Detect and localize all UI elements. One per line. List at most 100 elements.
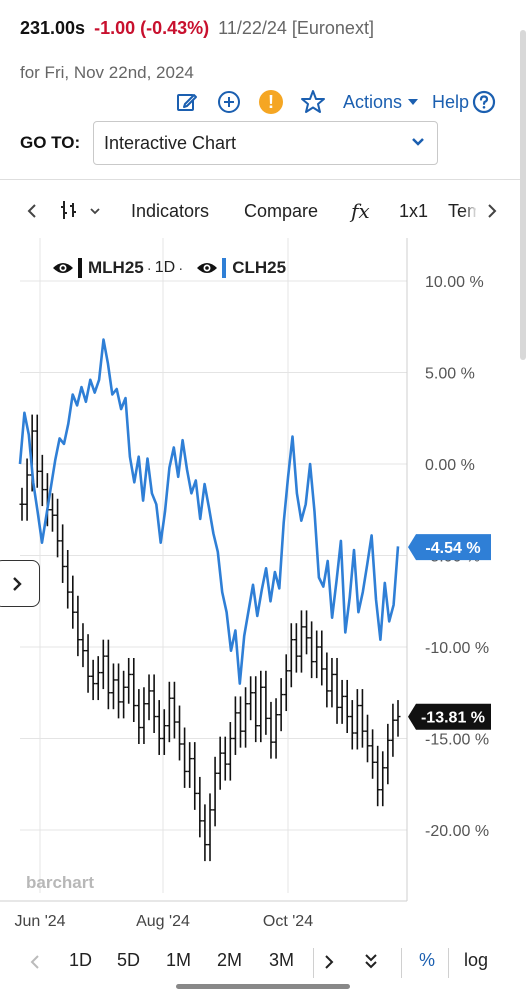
legend-interval: 1D — [154, 259, 176, 276]
ohlc-bar — [334, 657, 340, 724]
y-tick-label: 0.00 % — [425, 457, 475, 474]
goto-select[interactable]: Interactive Chart — [93, 121, 438, 165]
ohlc-bar — [24, 458, 30, 521]
ohlc-bar — [131, 657, 137, 723]
period-1d[interactable]: 1D — [69, 950, 93, 970]
plus-circle-icon[interactable] — [215, 89, 243, 115]
ohlc-bar — [359, 689, 365, 748]
ohlc-bar — [34, 414, 40, 488]
ohlc-bar — [344, 679, 350, 734]
help-label: Help — [431, 91, 469, 112]
ohlc-bar — [375, 745, 381, 807]
compare-button[interactable]: Compare — [244, 201, 319, 221]
templates-button[interactable]: Templ — [448, 201, 478, 221]
series-clh25 — [18, 338, 400, 685]
ohlc-bar — [253, 676, 259, 743]
ohlc-bar — [283, 654, 289, 712]
help-link[interactable]: Help — [432, 90, 496, 114]
edit-icon[interactable] — [173, 89, 201, 115]
y-tick-label: 5.00 % — [425, 366, 475, 383]
chevron-right-icon[interactable] — [324, 954, 334, 970]
ohlc-bar — [288, 623, 294, 688]
ohlc-bar — [182, 727, 188, 788]
y-tick-label: 10.00 % — [425, 274, 484, 291]
chevron-down-icon — [412, 138, 424, 146]
ohlc-bar — [222, 736, 228, 781]
y-tick-label: -15.00 % — [425, 732, 489, 749]
ohlc-bar — [319, 630, 325, 686]
indicators-button[interactable]: Indicators — [131, 201, 210, 221]
period-bar: 1D 5D 1M 2M 3M % log — [0, 940, 526, 984]
period-3m[interactable]: 3M — [269, 950, 295, 970]
percent-toggle[interactable]: % — [419, 950, 436, 970]
layout-button[interactable]: 1x1 — [399, 201, 429, 221]
last-price: 231.00s — [20, 18, 86, 38]
ohlc-bar — [370, 729, 376, 779]
divider — [401, 948, 402, 978]
caret-down-icon — [407, 99, 418, 105]
fx-button[interactable]: fx — [351, 199, 370, 223]
period-5d[interactable]: 5D — [117, 950, 141, 970]
page-scrollbar[interactable] — [520, 30, 526, 360]
double-chevron-down-icon[interactable] — [363, 952, 379, 970]
ohlc-bar — [156, 700, 162, 755]
chart-legend: MLH25 · 1D · CLH25 — [52, 258, 286, 278]
eye-icon[interactable] — [52, 260, 74, 276]
legend-separator: · — [146, 259, 152, 277]
drawing-panel-toggle[interactable] — [0, 560, 40, 607]
price-chart[interactable]: 10.00 %5.00 %0.00 %-5.00 %-10.00 %-15.00… — [0, 238, 510, 938]
ohlc-bar — [49, 493, 55, 532]
period-2m[interactable]: 2M — [217, 950, 243, 970]
ohlc-bar — [354, 689, 360, 750]
ohlc-bar — [212, 756, 218, 827]
quote-toolbar: ! Actions Help — [159, 89, 496, 115]
divider — [0, 179, 526, 180]
ohlc-bar — [349, 700, 355, 750]
toolbar-scroll-left[interactable] — [16, 185, 48, 237]
ohlc-bar — [126, 657, 132, 704]
alert-icon[interactable]: ! — [257, 89, 285, 115]
x-tick-label: Aug '24 — [136, 913, 190, 930]
quote-meta: 11/22/24 [Euronext] — [218, 18, 374, 38]
star-icon[interactable] — [299, 89, 327, 115]
quote-date: for Fri, Nov 22nd, 2024 — [20, 63, 194, 82]
series-color-swatch — [78, 258, 82, 278]
x-tick-label: Oct '24 — [263, 913, 313, 930]
ohlc-bar — [70, 575, 76, 629]
y-tick-label: -10.00 % — [425, 640, 489, 657]
ohlc-bar — [146, 674, 152, 721]
ohlc-bar — [314, 630, 320, 679]
x-tick-label: Jun '24 — [14, 913, 65, 930]
log-toggle[interactable]: log — [464, 950, 489, 970]
period-1m[interactable]: 1M — [166, 950, 192, 970]
ohlc-bar — [90, 659, 96, 701]
ohlc-bar — [304, 610, 310, 655]
chevron-left-icon[interactable] — [30, 954, 40, 970]
eye-icon[interactable] — [196, 260, 218, 276]
ohlc-bar — [105, 639, 111, 710]
quote-header: 231.00s -1.00 (-0.43%) 11/22/24 [Euronex… — [20, 18, 374, 39]
actions-menu[interactable]: Actions — [343, 92, 418, 113]
svg-text:-13.81 %: -13.81 % — [421, 710, 485, 727]
ohlc-bar — [80, 623, 86, 668]
ohlc-bar — [309, 621, 315, 679]
goto-value: Interactive Chart — [104, 132, 237, 153]
ohlc-bar — [207, 793, 213, 862]
goto-label: GO TO: — [20, 133, 81, 152]
toolbar-scroll-right[interactable] — [476, 185, 508, 237]
ohlc-bar — [141, 687, 147, 744]
series-color-swatch — [222, 258, 227, 278]
svg-text:-4.54 %: -4.54 % — [425, 540, 480, 557]
chevron-left-icon — [27, 204, 36, 218]
chart-type-menu[interactable] — [58, 198, 102, 227]
ohlc-bar — [177, 705, 183, 761]
ohlc-bar — [268, 701, 274, 759]
ohlc-bar — [100, 639, 106, 690]
ohlc-bars-icon — [61, 201, 100, 219]
chevron-right-icon — [13, 576, 22, 591]
ohlc-bar — [202, 804, 208, 862]
home-indicator — [176, 984, 350, 989]
chevron-right-icon — [488, 204, 497, 218]
divider — [313, 948, 314, 978]
ohlc-bar — [232, 696, 238, 755]
